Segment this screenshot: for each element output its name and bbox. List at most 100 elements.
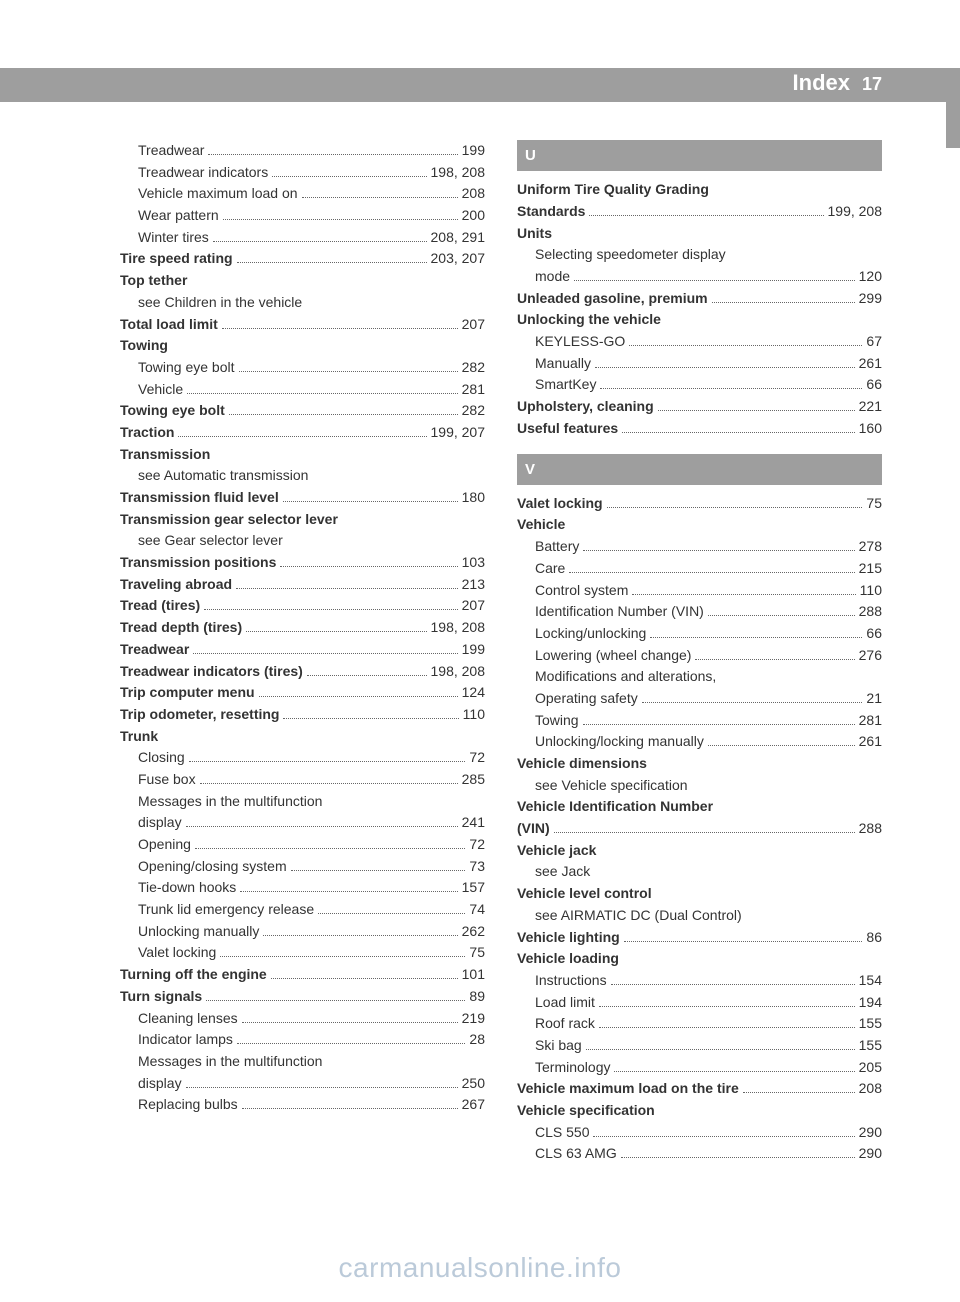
entry-label: Lowering (wheel change) [535,645,691,667]
entry-label: CLS 63 AMG [535,1143,617,1165]
entry-label: Vehicle Identification Number [517,796,713,818]
entry-label: see Children in the vehicle [138,292,302,314]
index-entry: Units [517,223,882,245]
entry-label: Closing [138,747,185,769]
entry-label: Tire speed rating [120,248,233,270]
entry-label: Trunk lid emergency release [138,899,314,921]
entry-pages: 155 [859,1013,882,1035]
index-entry: Upholstery, cleaning221 [517,396,882,418]
index-entry: Care215 [517,558,882,580]
index-entry: Unlocking the vehicle [517,309,882,331]
header-title: Index [793,70,850,96]
index-entry: Towing281 [517,710,882,732]
entry-pages: 75 [469,942,485,964]
entry-label: Vehicle maximum load on [138,183,298,205]
entry-pages: 200 [462,205,485,227]
dot-leader [695,659,854,660]
index-entry: Standards199, 208 [517,201,882,223]
entry-label: Tread depth (tires) [120,617,242,639]
entry-label: Cleaning lenses [138,1008,238,1030]
entry-label: Unlocking manually [138,921,259,943]
entry-label: Opening [138,834,191,856]
entry-label: Tread (tires) [120,595,200,617]
entry-pages: 261 [859,353,882,375]
index-entry: Treadwear indicators198, 208 [120,162,485,184]
entry-label: Vehicle dimensions [517,753,647,775]
entry-label: Towing [535,710,579,732]
index-entry: Vehicle maximum load on the tire208 [517,1078,882,1100]
index-entry: Opening72 [120,834,485,856]
entry-pages: 89 [469,986,485,1008]
entry-label: display [138,1073,182,1095]
entry-label: Transmission gear selector lever [120,509,338,531]
entry-label: Treadwear [138,140,204,162]
entry-pages: 276 [859,645,882,667]
entry-label: see AIRMATIC DC (Dual Control) [535,905,742,927]
index-entry: CLS 550290 [517,1122,882,1144]
index-entry: Trunk lid emergency release74 [120,899,485,921]
index-entry: Messages in the multifunction [120,791,485,813]
entry-label: Unlocking the vehicle [517,309,661,331]
index-entry: Treadwear199 [120,639,485,661]
dot-leader [600,388,862,389]
index-entry: Towing eye bolt 282 [120,357,485,379]
entry-pages: 67 [866,331,882,353]
entry-label: display [138,812,182,834]
index-entry: Winter tires208, 291 [120,227,485,249]
dot-leader [283,501,458,502]
entry-label: Valet locking [138,942,216,964]
entry-label: Vehicle level control [517,883,652,905]
dot-leader [263,935,457,936]
dot-leader [208,154,457,155]
entry-label: Total load limit [120,314,218,336]
content-area: Treadwear199 Treadwear indicators198, 208… [120,140,882,1165]
entry-label: Load limit [535,992,595,1014]
dot-leader [318,913,465,914]
dot-leader [222,328,458,329]
entry-pages: 72 [469,747,485,769]
index-entry: display250 [120,1073,485,1095]
entry-label: Vehicle loading [517,948,619,970]
index-entry: Fuse box285 [120,769,485,791]
entry-pages: 221 [859,396,882,418]
index-entry: Trip odometer, resetting110 [120,704,485,726]
entry-label: Vehicle [138,379,183,401]
entry-label: Treadwear indicators [138,162,268,184]
entry-label: Indicator lamps [138,1029,233,1051]
dot-leader [259,696,458,697]
entry-pages: 86 [866,927,882,949]
dot-leader [743,1092,855,1093]
entry-label: Vehicle specification [517,1100,655,1122]
dot-leader [223,219,458,220]
entry-pages: 155 [859,1035,882,1057]
dot-leader [586,1049,855,1050]
entry-label: Uniform Tire Quality Grading [517,179,709,201]
entry-label: see Jack [535,861,590,883]
index-entry: see Children in the vehicle [120,292,485,314]
index-entry: Transmission positions103 [120,552,485,574]
index-entry: Vehicle specification [517,1100,882,1122]
entry-label: Towing [120,335,168,357]
entry-label: Selecting speedometer display [535,244,726,266]
side-tab [946,68,960,148]
entry-label: Towing eye bolt [138,357,235,379]
dot-leader [708,745,855,746]
entry-label: Roof rack [535,1013,595,1035]
dot-leader [569,572,854,573]
entry-label: Units [517,223,552,245]
index-entry: Identification Number (VIN)288 [517,601,882,623]
index-entry: Terminology205 [517,1057,882,1079]
entry-label: Useful features [517,418,618,440]
dot-leader [280,566,457,567]
dot-leader [589,215,823,216]
entry-pages: 208, 291 [431,227,486,249]
index-entry: Towing eye bolt282 [120,400,485,422]
entry-pages: 282 [462,357,485,379]
entry-label: Ski bag [535,1035,582,1057]
index-entry: Vehicle281 [120,379,485,401]
dot-leader [599,1006,855,1007]
dot-leader [642,702,863,703]
index-entry: Vehicle lighting86 [517,927,882,949]
entry-label: Turning off the engine [120,964,267,986]
entry-label: Trip computer menu [120,682,255,704]
